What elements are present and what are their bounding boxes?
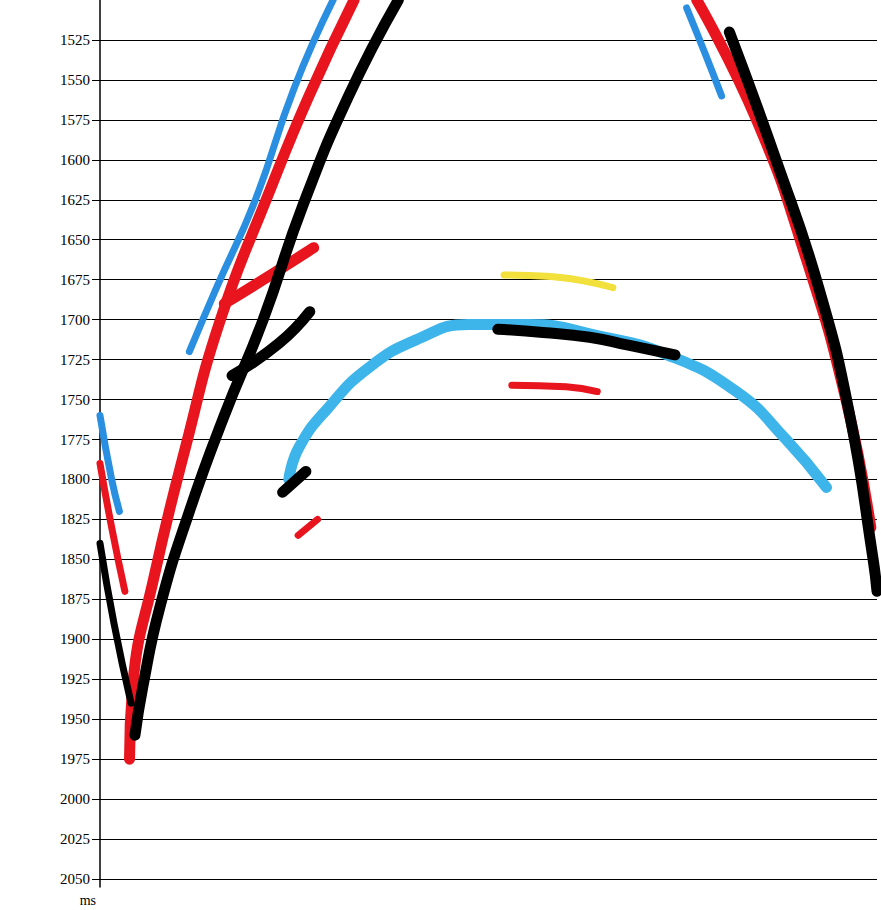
svg-text:1575: 1575: [60, 112, 90, 128]
svg-text:1950: 1950: [60, 711, 90, 727]
svg-text:1700: 1700: [60, 312, 90, 328]
svg-text:1675: 1675: [60, 272, 90, 288]
svg-text:1525: 1525: [60, 32, 90, 48]
svg-text:2050: 2050: [60, 871, 90, 887]
svg-text:2000: 2000: [60, 791, 90, 807]
svg-text:ms: ms: [80, 893, 96, 908]
svg-text:1975: 1975: [60, 751, 90, 767]
svg-text:1650: 1650: [60, 232, 90, 248]
svg-text:1925: 1925: [60, 671, 90, 687]
svg-text:1625: 1625: [60, 192, 90, 208]
svg-text:1725: 1725: [60, 352, 90, 368]
svg-text:1850: 1850: [60, 551, 90, 567]
svg-text:1825: 1825: [60, 511, 90, 527]
svg-text:1750: 1750: [60, 392, 90, 408]
svg-text:1800: 1800: [60, 471, 90, 487]
svg-text:1900: 1900: [60, 631, 90, 647]
svg-text:1600: 1600: [60, 152, 90, 168]
svg-text:2025: 2025: [60, 831, 90, 847]
svg-text:1875: 1875: [60, 591, 90, 607]
svg-text:1550: 1550: [60, 72, 90, 88]
svg-text:1775: 1775: [60, 432, 90, 448]
